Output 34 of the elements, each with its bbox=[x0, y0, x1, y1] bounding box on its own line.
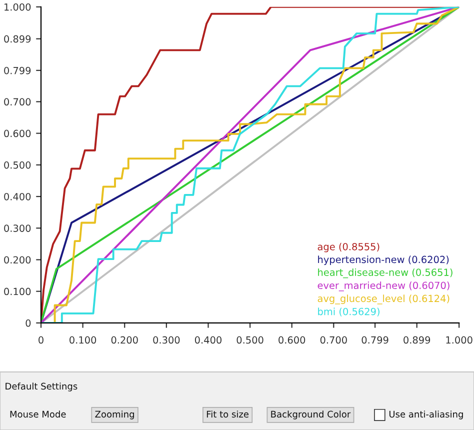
y-tick-label: 0.600 bbox=[4, 130, 31, 138]
x-tick-label: 0 bbox=[38, 336, 44, 344]
text: Fit to size bbox=[206, 410, 248, 418]
x-tick-label: 0.899 bbox=[404, 336, 430, 344]
x-tick-label: 0.600 bbox=[278, 336, 306, 344]
text: Zooming bbox=[95, 410, 134, 420]
y-tick-label: 0 bbox=[26, 319, 31, 327]
y-tick-label: 0.500 bbox=[4, 161, 31, 169]
x-tick-label: 0.300 bbox=[153, 336, 180, 344]
text: hypertension-new (0.6202) bbox=[318, 256, 449, 266]
text: Use anti-aliasing bbox=[389, 410, 463, 420]
text: Background Color bbox=[271, 410, 351, 420]
text: Default Settings bbox=[6, 382, 78, 392]
x-tick-label: 0.799 bbox=[362, 336, 388, 344]
x-tick-label: 0.200 bbox=[111, 336, 138, 344]
x-tick-label: 0.700 bbox=[320, 336, 347, 344]
x-tick-label: 0.500 bbox=[236, 336, 264, 344]
x-tick-label: 0.100 bbox=[70, 336, 96, 344]
text: avg_glucose_level (0.6124) bbox=[318, 294, 450, 304]
y-tick-label: 1.000 bbox=[4, 3, 31, 11]
x-tick-label: 1.000 bbox=[446, 336, 472, 344]
text: age (0.8555) bbox=[318, 242, 380, 252]
y-tick-label: 0.700 bbox=[4, 98, 31, 106]
text: Mouse Mode bbox=[10, 410, 66, 418]
text: ever_married-new (0.6070) bbox=[318, 282, 450, 292]
y-tick-label: 0.799 bbox=[4, 66, 31, 74]
y-tick-label: 0.200 bbox=[4, 256, 31, 264]
x-tick-label: 0.400 bbox=[194, 336, 222, 344]
y-tick-label: 0.100 bbox=[4, 288, 31, 296]
y-tick-label: 0.400 bbox=[4, 192, 31, 200]
text: heart_disease-new (0.5651) bbox=[318, 268, 452, 278]
y-tick-label: 0.300 bbox=[4, 224, 31, 232]
y-tick-label: 0.899 bbox=[4, 35, 31, 43]
text: bmi (0.5629) bbox=[318, 308, 380, 316]
